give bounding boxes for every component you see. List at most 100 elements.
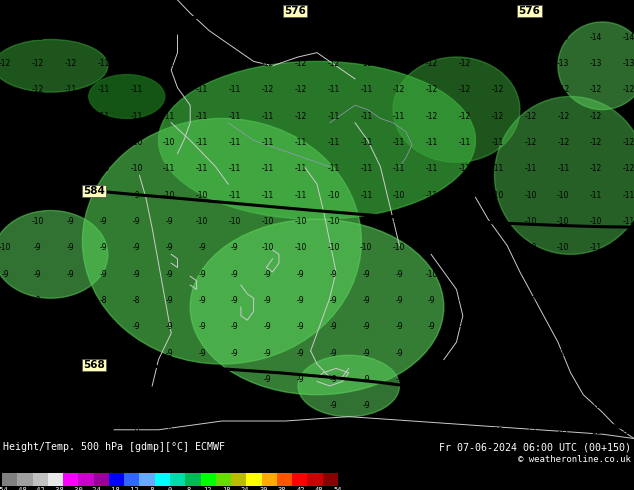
Text: -9: -9 (67, 270, 75, 279)
Text: -11: -11 (360, 138, 372, 147)
Text: Height/Temp. 500 hPa [gdmp][°C] ECMWF: Height/Temp. 500 hPa [gdmp][°C] ECMWF (3, 442, 225, 452)
Text: -10: -10 (0, 322, 11, 331)
Text: -11: -11 (557, 296, 569, 305)
Text: -11: -11 (458, 164, 471, 173)
Text: -12: -12 (524, 138, 536, 147)
Text: -11: -11 (294, 191, 307, 199)
Text: -24: -24 (89, 487, 101, 490)
Text: -9: -9 (297, 270, 304, 279)
Text: -12: -12 (623, 138, 634, 147)
Text: -11: -11 (98, 85, 110, 95)
Text: -9: -9 (395, 296, 403, 305)
Text: -11: -11 (426, 191, 438, 199)
Text: -11: -11 (0, 138, 11, 147)
Text: -12: -12 (32, 112, 44, 121)
Bar (139, 473, 155, 486)
Text: -9: -9 (67, 243, 75, 252)
Text: -12: -12 (0, 59, 11, 68)
Text: -11: -11 (327, 138, 340, 147)
Text: -10: -10 (393, 427, 405, 437)
Text: -11: -11 (130, 85, 143, 95)
Text: -11: -11 (98, 112, 110, 121)
Text: -11: -11 (196, 112, 208, 121)
Text: -12: -12 (590, 375, 602, 384)
Text: -11: -11 (623, 217, 634, 226)
Text: -10: -10 (0, 217, 11, 226)
Text: -10: -10 (524, 270, 536, 279)
Text: -12: -12 (0, 85, 11, 95)
Text: -12: -12 (623, 85, 634, 95)
Text: -12: -12 (294, 33, 307, 42)
Ellipse shape (158, 61, 476, 220)
Text: -13: -13 (229, 6, 241, 16)
Text: -12: -12 (360, 59, 372, 68)
Text: -11: -11 (130, 112, 143, 121)
Text: -11: -11 (0, 401, 11, 410)
Text: -11: -11 (426, 164, 438, 173)
Bar (124, 473, 139, 486)
Text: -10: -10 (458, 243, 471, 252)
Text: -12: -12 (262, 59, 274, 68)
Text: -9: -9 (297, 375, 304, 384)
Text: -10: -10 (65, 427, 77, 437)
Text: -11: -11 (623, 270, 634, 279)
Text: -11: -11 (229, 164, 241, 173)
Text: -12: -12 (623, 164, 634, 173)
Text: -11: -11 (491, 348, 504, 358)
Text: -9: -9 (100, 270, 107, 279)
Text: -12: -12 (98, 6, 110, 16)
Text: -10: -10 (393, 243, 405, 252)
Text: 48: 48 (315, 487, 323, 490)
Text: -12: -12 (426, 112, 438, 121)
Text: -10: -10 (327, 217, 340, 226)
Text: -12: -12 (294, 112, 307, 121)
Text: -14: -14 (623, 6, 634, 16)
Text: -12: -12 (524, 59, 536, 68)
Text: -13: -13 (262, 6, 274, 16)
Text: -11: -11 (229, 85, 241, 95)
Text: -9: -9 (395, 348, 403, 358)
Text: -9: -9 (133, 217, 140, 226)
Text: -9: -9 (133, 401, 140, 410)
Text: -10: -10 (458, 270, 471, 279)
Text: -10: -10 (98, 164, 110, 173)
Text: -9: -9 (297, 296, 304, 305)
Bar (32, 473, 48, 486)
Ellipse shape (495, 97, 634, 254)
Text: -10: -10 (196, 191, 208, 199)
Text: -10: -10 (32, 401, 44, 410)
Text: -9: -9 (363, 375, 370, 384)
Bar (2, 473, 17, 486)
Text: -9: -9 (165, 243, 173, 252)
Text: -11: -11 (327, 164, 340, 173)
Text: -12: -12 (458, 59, 471, 68)
Text: -9: -9 (165, 217, 173, 226)
Text: -11: -11 (98, 138, 110, 147)
Text: -11: -11 (623, 191, 634, 199)
Text: -10: -10 (491, 270, 504, 279)
Text: -11: -11 (0, 164, 11, 173)
Text: -9: -9 (363, 322, 370, 331)
Text: -9: -9 (363, 296, 370, 305)
Text: -9: -9 (297, 427, 304, 437)
Text: -10: -10 (32, 191, 44, 199)
Text: -9: -9 (264, 427, 271, 437)
Text: -10: -10 (163, 191, 176, 199)
Text: -11: -11 (491, 138, 504, 147)
Text: -9: -9 (428, 296, 436, 305)
Text: 12: 12 (203, 487, 212, 490)
Text: -12: -12 (196, 33, 208, 42)
Text: -11: -11 (163, 85, 176, 95)
Text: -10: -10 (426, 217, 438, 226)
Text: -9: -9 (1, 296, 9, 305)
Ellipse shape (190, 219, 444, 395)
Text: -8: -8 (100, 296, 107, 305)
Text: -13: -13 (32, 6, 44, 16)
Text: -10: -10 (426, 243, 438, 252)
Text: -12: -12 (32, 33, 44, 42)
Text: -10: -10 (163, 138, 176, 147)
Text: -9: -9 (165, 270, 173, 279)
Text: -9: -9 (165, 322, 173, 331)
Text: -12: -12 (590, 322, 602, 331)
Bar (216, 473, 231, 486)
